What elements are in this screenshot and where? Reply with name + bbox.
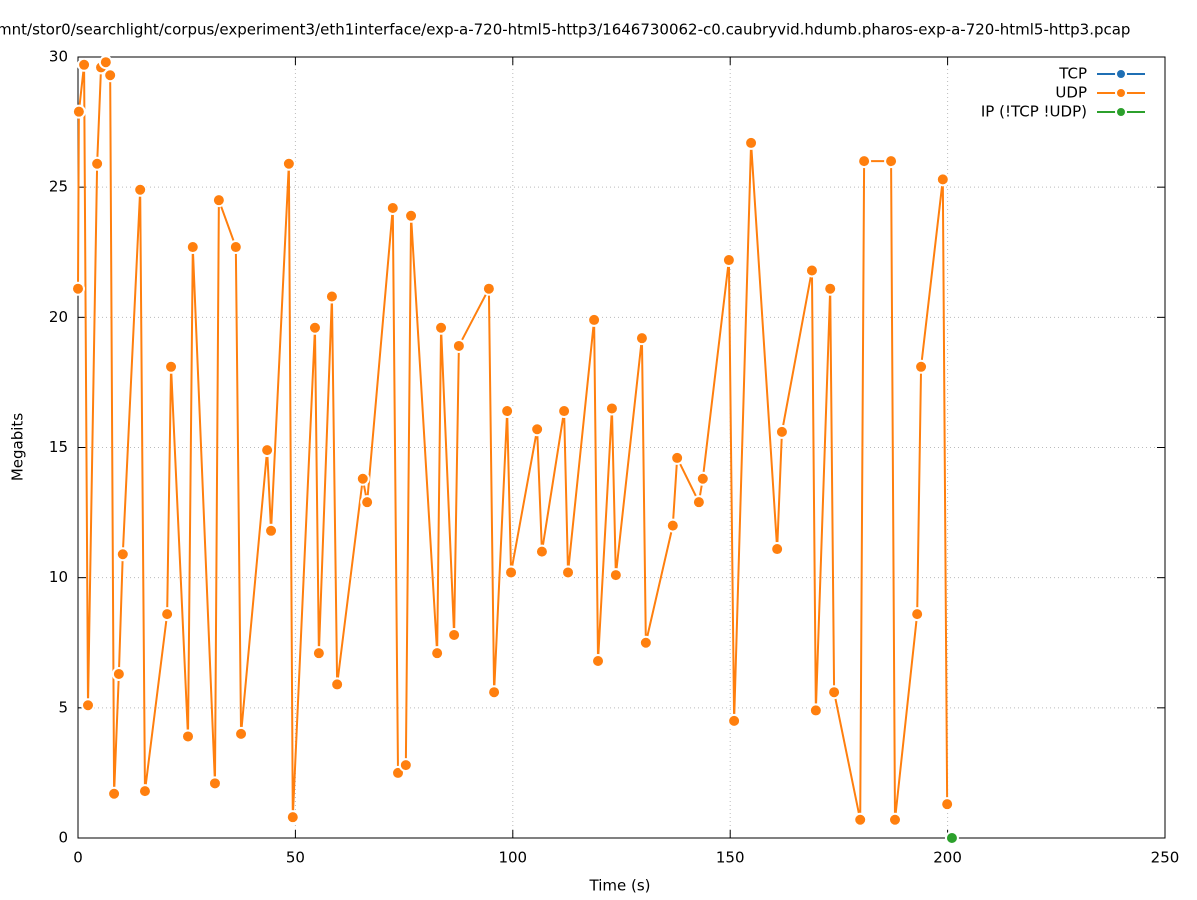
data-point (77, 57, 92, 72)
data-point (808, 703, 823, 718)
data-point (561, 565, 576, 580)
data-point (591, 653, 606, 668)
y-tick-label: 30 (49, 48, 68, 66)
data-point (330, 677, 345, 692)
data-point (608, 568, 623, 583)
data-point (935, 172, 950, 187)
x-tick-label: 100 (498, 849, 527, 867)
data-point (887, 812, 902, 827)
data-point (71, 281, 85, 296)
x-tick-label: 50 (286, 849, 305, 867)
plot-frame (77, 56, 1166, 839)
y-axis-label: Megabits (9, 413, 27, 481)
data-point (604, 401, 619, 416)
data-point (670, 450, 685, 465)
data-point (285, 810, 300, 825)
data-point (823, 281, 838, 296)
data-point (133, 182, 148, 197)
data-point (530, 422, 545, 437)
x-tick-label: 150 (716, 849, 745, 867)
legend-marker (1115, 87, 1127, 99)
data-point (638, 635, 653, 650)
data-point (587, 312, 602, 327)
data-point (944, 831, 959, 845)
data-point (398, 758, 413, 773)
x-axis-label: Time (s) (589, 877, 651, 895)
data-point (281, 156, 296, 171)
data-point (447, 627, 462, 642)
data-point (307, 320, 322, 335)
data-point (853, 812, 868, 827)
data-point (404, 208, 419, 223)
data-point (207, 776, 222, 791)
data-point (727, 713, 742, 728)
data-point (774, 424, 789, 439)
y-tick-label: 0 (58, 829, 68, 847)
data-point (107, 786, 122, 801)
data-point (770, 542, 785, 557)
legend-label: IP (!TCP !UDP) (981, 103, 1087, 121)
data-point (260, 443, 275, 458)
data-point (90, 156, 105, 171)
data-point (665, 518, 680, 533)
data-point (744, 135, 759, 150)
data-point (481, 281, 496, 296)
data-point (634, 331, 649, 346)
data-point (691, 495, 706, 510)
x-tick-label: 0 (73, 849, 83, 867)
data-point (115, 547, 130, 562)
data-point (721, 253, 736, 268)
data-point (164, 359, 179, 374)
y-tick-label: 15 (49, 438, 68, 456)
data-point (534, 544, 549, 559)
data-point (504, 565, 519, 580)
data-point (71, 104, 86, 119)
data-point (360, 495, 375, 510)
data-point (500, 404, 515, 419)
y-tick-label: 20 (49, 308, 68, 326)
chart-title: /mnt/stor0/searchlight/corpus/experiment… (0, 21, 1130, 39)
data-point (857, 154, 872, 169)
legend-marker (1115, 106, 1127, 118)
data-point (311, 646, 326, 661)
data-point (234, 726, 249, 741)
data-point (103, 68, 118, 83)
data-point (160, 607, 175, 622)
data-point (181, 729, 196, 744)
data-point (81, 698, 96, 713)
data-point (695, 471, 710, 486)
data-point (385, 200, 400, 215)
legend-label: TCP (1058, 65, 1087, 83)
y-tick-label: 25 (49, 178, 68, 196)
x-tick-label: 200 (933, 849, 962, 867)
data-point (430, 646, 445, 661)
data-point (211, 193, 226, 208)
y-tick-label: 10 (49, 568, 68, 586)
data-point (111, 666, 126, 681)
legend-marker (1115, 68, 1127, 80)
data-point (804, 263, 819, 278)
data-point (451, 338, 466, 353)
data-point (98, 55, 113, 70)
data-point (434, 320, 449, 335)
data-point (884, 154, 899, 169)
x-tick-label: 250 (1151, 849, 1180, 867)
data-point (355, 471, 370, 486)
data-point (137, 784, 152, 799)
legend-label: UDP (1055, 84, 1087, 102)
y-tick-label: 5 (58, 698, 68, 716)
data-point (324, 289, 339, 304)
series-line (77, 60, 949, 820)
data-point (228, 240, 243, 255)
data-point (264, 523, 279, 538)
data-point (910, 607, 925, 622)
data-point (914, 359, 929, 374)
data-point (557, 404, 572, 419)
data-point (487, 685, 502, 700)
data-point (185, 240, 200, 255)
data-point (940, 797, 955, 812)
data-point (827, 685, 842, 700)
